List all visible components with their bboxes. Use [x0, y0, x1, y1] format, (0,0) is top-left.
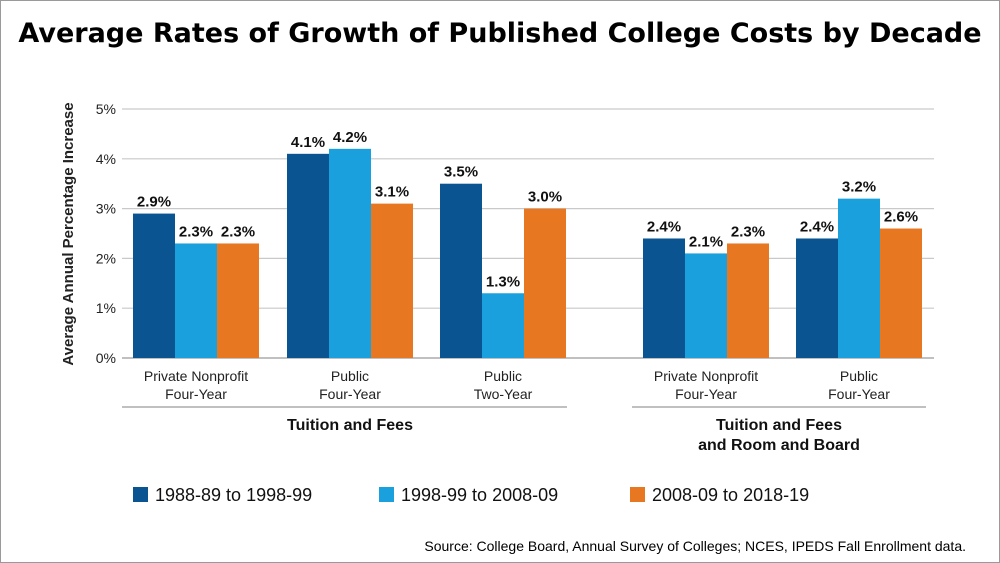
x-category-label: Four-Year	[828, 386, 890, 402]
bars	[133, 148, 922, 358]
bar	[371, 203, 413, 358]
bar	[133, 213, 175, 358]
legend: 1988-89 to 1998-99 1998-99 to 2008-09 2008…	[133, 485, 809, 505]
data-label: 2.1%	[689, 233, 723, 250]
bar	[643, 238, 685, 358]
data-label: 2.3%	[731, 223, 765, 240]
group-label: and Room and Board	[698, 437, 860, 454]
x-category-label: Public	[331, 368, 369, 384]
bar	[727, 243, 769, 358]
x-category-label: Four-Year	[675, 386, 737, 402]
bar	[880, 228, 922, 358]
data-label: 2.9%	[137, 194, 171, 211]
bar	[175, 243, 217, 358]
x-category-label: Four-Year	[319, 386, 381, 402]
legend-label: 2008-09 to 2018-19	[652, 485, 809, 505]
legend-swatch	[379, 487, 394, 502]
legend-label: 1988-89 to 1998-99	[155, 485, 312, 505]
legend-swatch	[133, 487, 148, 502]
data-label: 3.0%	[528, 189, 562, 206]
bar	[482, 293, 524, 358]
y-tick-label: 1%	[96, 300, 116, 316]
data-label: 2.6%	[884, 209, 918, 226]
x-category-label: Public	[840, 368, 878, 384]
y-tick-label: 3%	[96, 201, 116, 217]
data-label: 3.2%	[842, 179, 876, 196]
x-category-label: Private Nonprofit	[654, 368, 758, 384]
legend-label: 1998-99 to 2008-09	[401, 485, 558, 505]
data-label: 2.3%	[179, 223, 213, 240]
x-category-label: Private Nonprofit	[144, 368, 248, 384]
chart-title: Average Rates of Growth of Published Col…	[18, 18, 981, 49]
bar	[217, 243, 259, 358]
axes: 0% 1% 2% 3% 4% 5% Private Nonprofit Four-Year Pu…	[96, 101, 926, 454]
data-label: 4.2%	[333, 129, 367, 146]
data-label: 2.4%	[800, 218, 834, 235]
x-category-label: Public	[484, 368, 522, 384]
x-category-label: Two-Year	[474, 386, 533, 402]
y-tick-label: 5%	[96, 101, 116, 117]
data-labels: 2.9% 2.3% 2.3% 4.1% 4.2% 3.1% 3.5% 1.3% 3.0% 2.4%…	[137, 129, 918, 290]
y-tick-label: 0%	[96, 350, 116, 366]
bar	[440, 183, 482, 358]
bar	[287, 153, 329, 358]
bar	[329, 148, 371, 358]
data-label: 3.1%	[375, 184, 409, 201]
bar	[796, 238, 838, 358]
data-label: 2.3%	[221, 223, 255, 240]
group-label: Tuition and Fees	[716, 417, 842, 434]
data-label: 4.1%	[291, 134, 325, 151]
source-note: Source: College Board, Annual Survey of …	[424, 538, 966, 554]
y-tick-label: 4%	[96, 151, 116, 167]
x-category-label: Four-Year	[165, 386, 227, 402]
y-tick-label: 2%	[96, 250, 116, 266]
data-label: 2.4%	[647, 218, 681, 235]
data-label: 3.5%	[444, 164, 478, 181]
legend-swatch	[630, 487, 645, 502]
bar	[838, 198, 880, 358]
bar	[685, 253, 727, 358]
bar	[524, 208, 566, 358]
y-axis-label: Average Annual Percentage Increase	[60, 102, 77, 365]
data-label: 1.3%	[486, 273, 520, 290]
group-label: Tuition and Fees	[287, 417, 413, 434]
